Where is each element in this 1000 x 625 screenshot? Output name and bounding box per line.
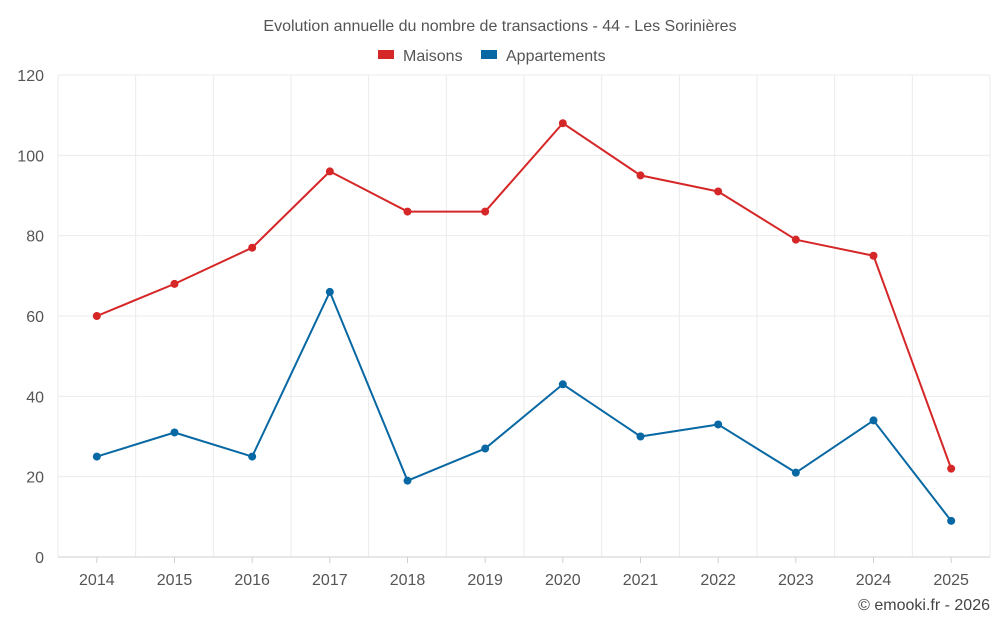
data-point-appartements[interactable] [325,287,334,296]
data-point-appartements[interactable] [170,428,179,437]
x-tick-label: 2015 [157,572,193,589]
series-line-appartements [96,290,952,522]
data-point-appartements[interactable] [947,516,956,525]
data-point-appartements[interactable] [481,444,490,453]
x-tick-label: 2014 [79,572,115,589]
data-point-maisons[interactable] [714,187,723,196]
x-tick-label: 2024 [856,572,892,589]
x-tick-label: 2017 [312,572,348,589]
data-point-appartements[interactable] [248,452,257,461]
data-point-maisons[interactable] [481,207,490,216]
y-axis: 0 20 40 60 80 100 120 [17,68,44,567]
data-point-maisons[interactable] [947,464,956,473]
data-point-appartements[interactable] [714,420,723,429]
x-tick-label: 2018 [390,572,426,589]
y-tick-label: 120 [17,68,44,85]
data-point-maisons[interactable] [558,119,567,128]
legend-swatch-appartements [481,50,497,59]
x-tick-label: 2016 [234,572,270,589]
series-line-maisons [96,122,953,469]
series-group [92,119,956,525]
data-point-appartements[interactable] [636,432,645,441]
y-tick-label: 80 [26,229,44,246]
data-point-maisons[interactable] [403,207,412,216]
legend-label-maisons[interactable]: Maisons [403,48,463,65]
data-point-maisons[interactable] [325,167,334,176]
credit-text: © emooki.fr - 2026 [858,597,990,614]
legend-swatch-maisons [378,50,394,59]
x-tick-label: 2021 [623,572,659,589]
data-point-maisons[interactable] [636,171,645,180]
y-tick-label: 60 [26,309,44,326]
gridlines [57,74,991,557]
chart-title: Evolution annuelle du nombre de transact… [263,18,736,35]
x-tick-label: 2025 [933,572,969,589]
data-point-appartements[interactable] [869,416,878,425]
data-point-appartements[interactable] [791,468,800,477]
data-point-maisons[interactable] [248,243,257,252]
x-tick-label: 2022 [700,572,736,589]
data-point-appartements[interactable] [92,452,101,461]
data-point-maisons[interactable] [869,251,878,260]
data-point-maisons[interactable] [791,235,800,244]
x-tick-label: 2023 [778,572,814,589]
legend-label-appartements[interactable]: Appartements [506,48,606,65]
data-point-appartements[interactable] [558,380,567,389]
legend: Maisons Appartements [378,48,606,65]
x-tick-label: 2020 [545,572,581,589]
data-point-maisons[interactable] [92,312,101,320]
data-point-maisons[interactable] [170,279,179,288]
y-tick-label: 0 [35,550,44,567]
data-point-appartements[interactable] [403,476,412,485]
y-tick-label: 20 [26,470,44,487]
y-tick-label: 40 [26,389,44,406]
x-tick-label: 2019 [467,572,503,589]
x-axis: 2014 2015 2016 2017 2018 2019 2020 2021 2022 2023… [58,556,990,589]
y-tick-label: 100 [17,148,44,165]
